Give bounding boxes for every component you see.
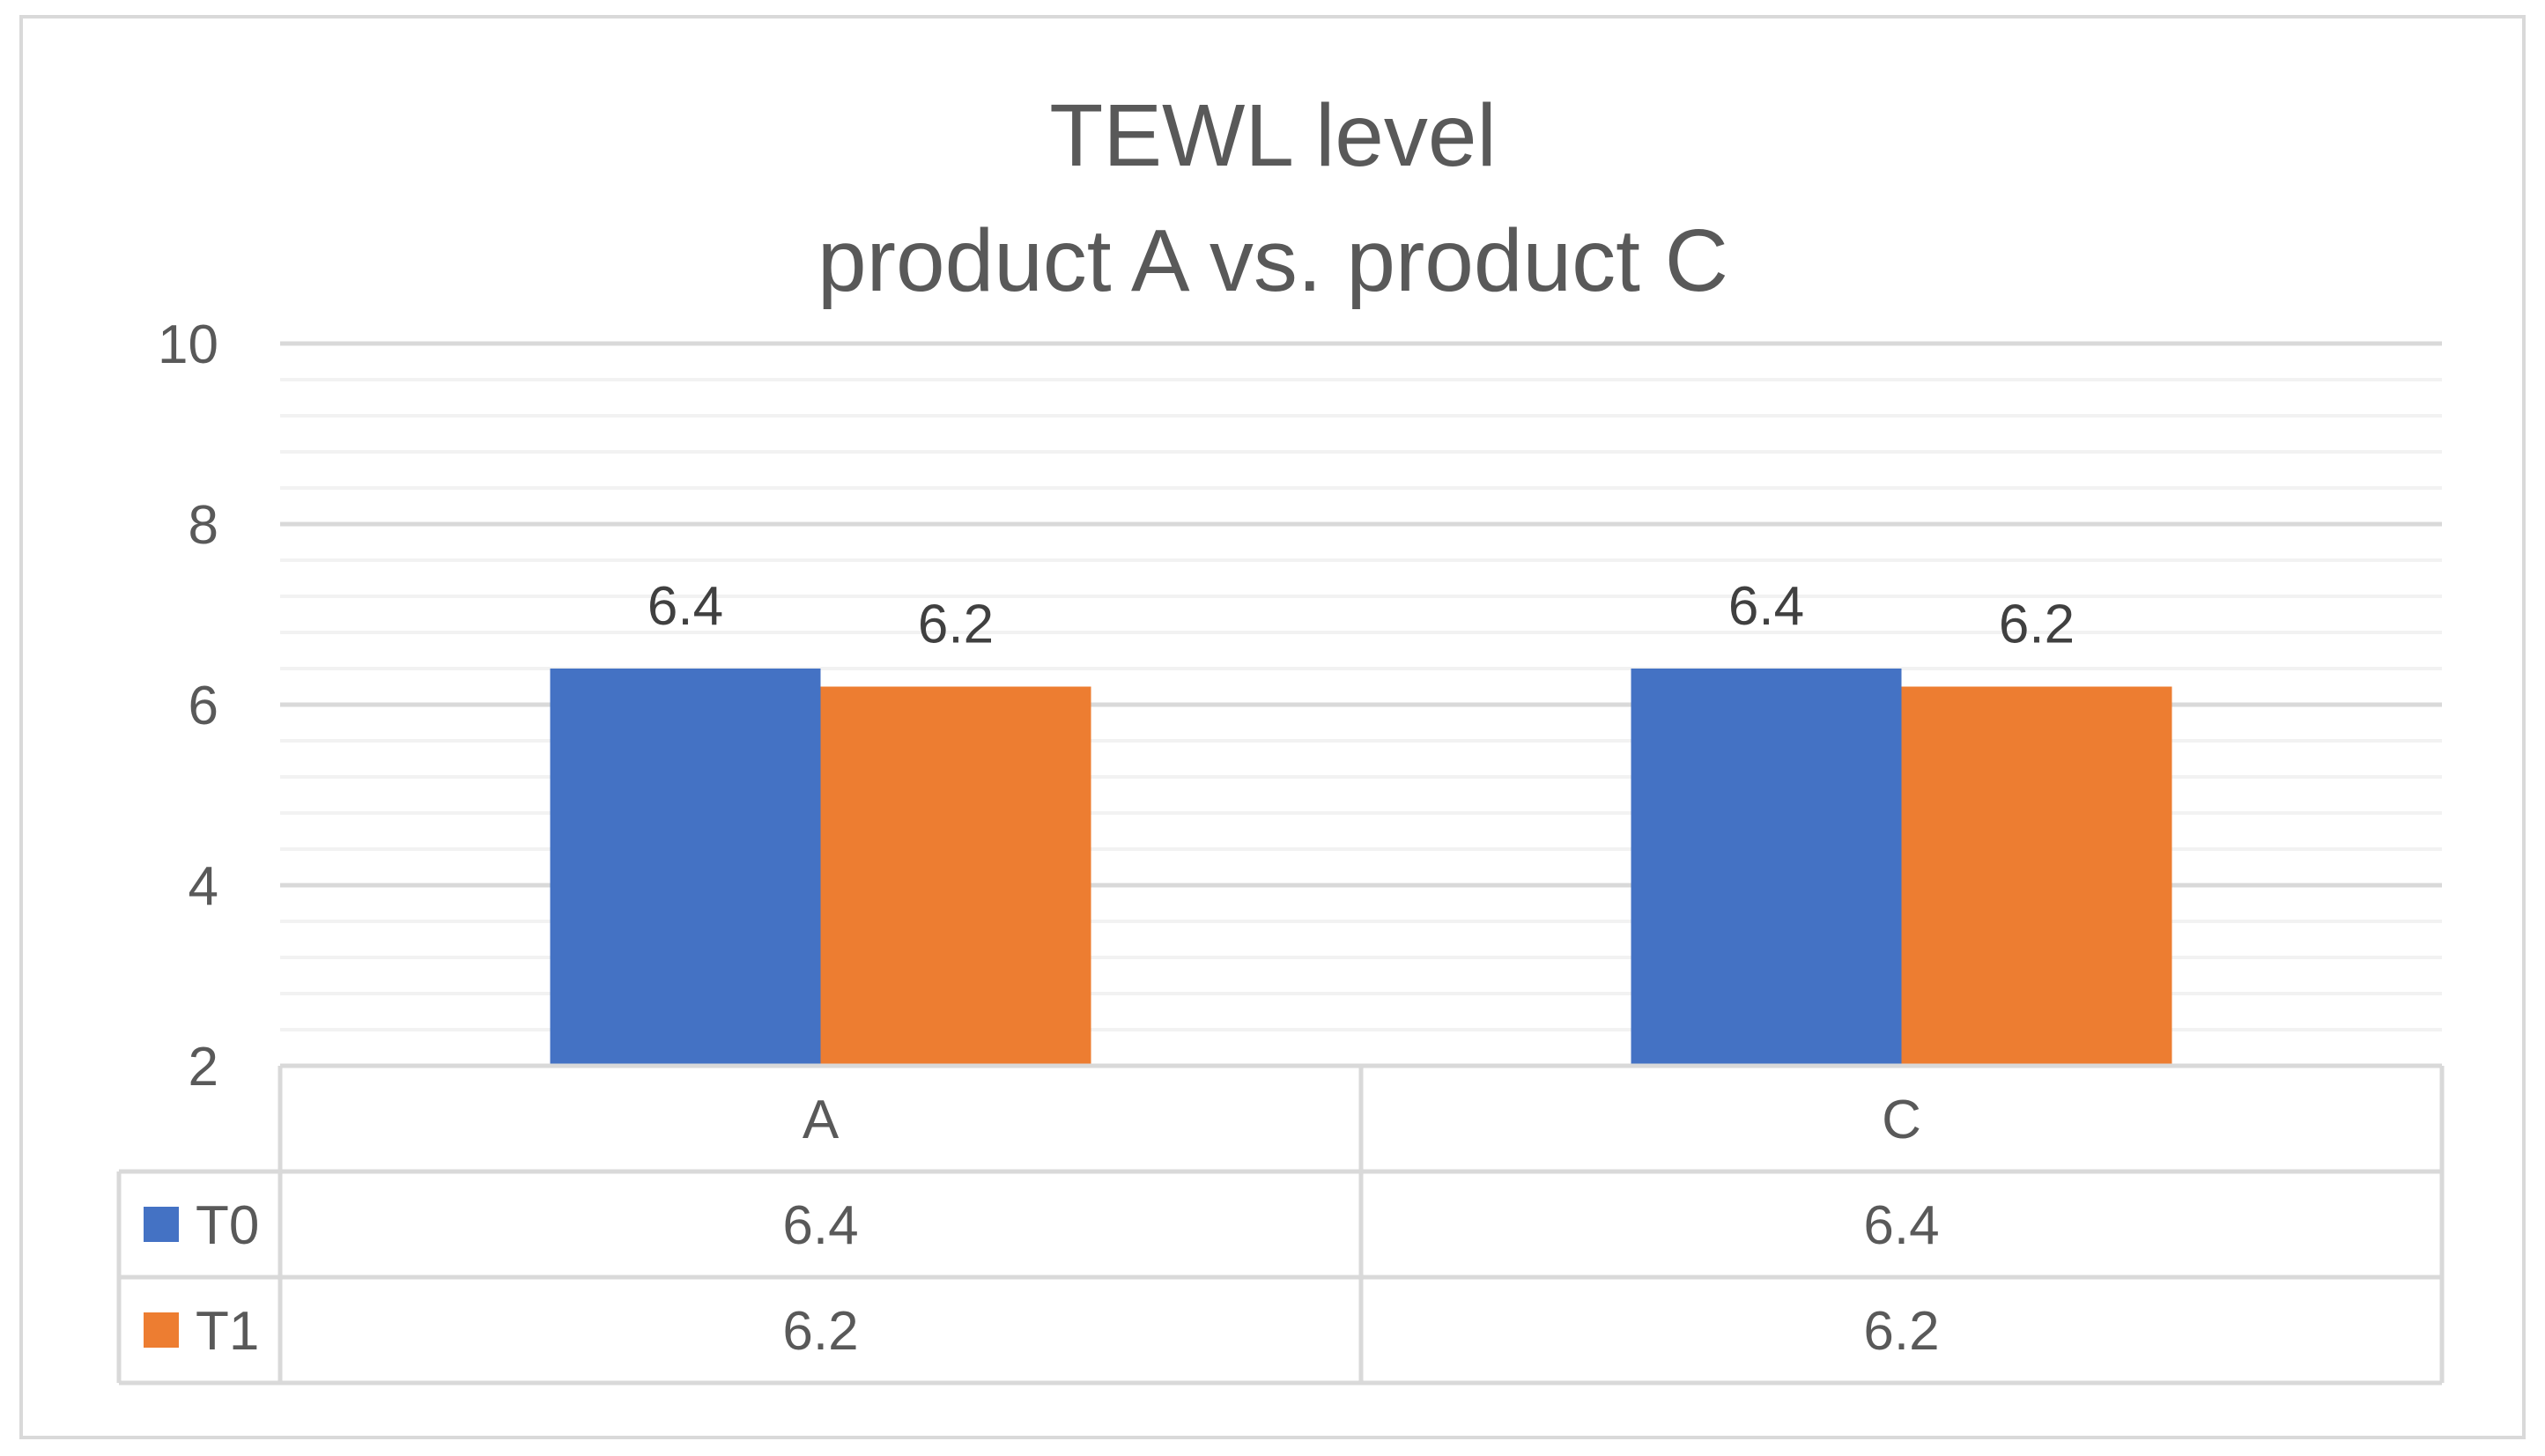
y-tick-label: 10 [158,314,218,375]
table-cell: 6.4 [1863,1195,1939,1256]
bar-t0-a [550,669,821,1066]
y-tick-label: 6 [189,676,218,736]
chart-subtitle: product A vs. product C [818,211,1728,310]
legend-label: T0 [196,1195,259,1256]
bar-t1-c [1901,686,2172,1066]
bar-t0-c [1631,669,1902,1066]
labels-layer: 2 4 6 8 10 6.4 6.2 6.4 6.2 [158,314,2075,1098]
y-tick-label: 4 [189,856,218,917]
data-table: A C T0 6.4 6.4 T1 6.2 6.2 [116,1063,2445,1386]
legend-key-t0 [144,1207,179,1242]
bars-layer [550,669,2172,1066]
table-cell: 6.2 [782,1301,858,1362]
table-cell: 6.4 [782,1195,858,1256]
y-tick-label: 8 [189,495,218,556]
y-tick-label: 2 [189,1037,218,1098]
bar-t1-a [820,686,1091,1066]
data-label: 6.4 [1728,576,1804,637]
table-cell: 6.2 [1863,1301,1939,1362]
legend-label: T1 [196,1301,259,1362]
legend-key-t1 [144,1312,179,1348]
data-label: 6.4 [647,576,723,637]
x-tick-label: A [803,1090,840,1150]
data-label: 6.2 [1999,595,2075,655]
chart-title: TEWL level [1049,86,1497,185]
data-label: 6.2 [918,595,994,655]
x-tick-label: C [1882,1090,1921,1150]
